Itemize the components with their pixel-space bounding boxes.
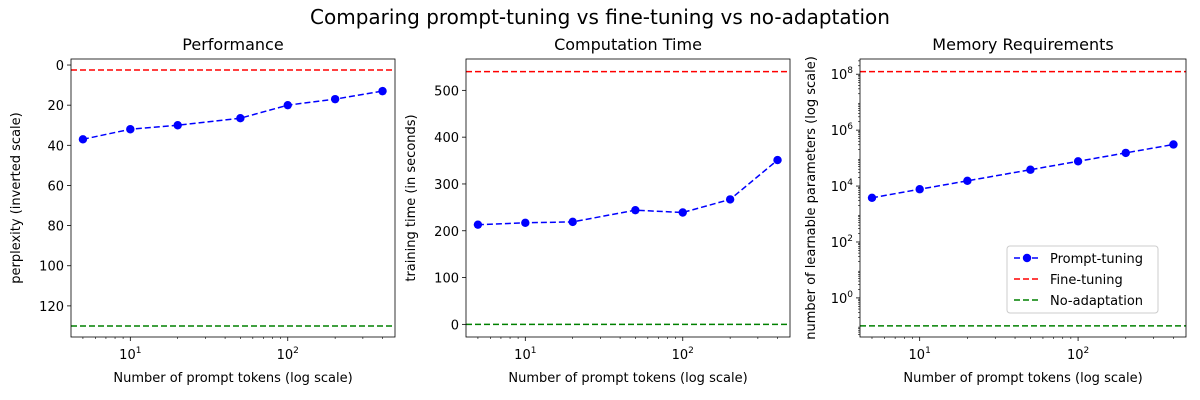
x-tick-label: 102 [277,346,299,363]
y-axis-label: number of learnable parameters (log scal… [804,56,819,340]
prompt-tuning-point [473,220,483,229]
y-tick-label: 40 [47,139,64,154]
panel-2: Computation Time 101 102 0 100 200 300 400 500 Nu… [404,35,791,386]
x-axis-label: Number of prompt tokens (log scale) [113,371,352,386]
x-axis-label: Number of prompt tokens (log scale) [508,371,747,386]
prompt-tuning-point [963,176,972,186]
prompt-tuning-point [725,195,735,204]
prompt-tuning-point [126,125,135,134]
subplots: Performance 101 102 0 20 40 60 80 100 120 Number o… [9,35,1187,386]
prompt-tuning-point [283,100,292,110]
legend-label: No-adaptation [1050,294,1143,309]
prompt-tuning-point [78,135,88,144]
y-tick-label: 80 [47,220,64,235]
y-tick-label: 104 [831,178,854,195]
legend-box [1006,245,1159,314]
axes-frame [859,58,1187,338]
x-tick-label: 101 [514,346,536,363]
prompt-tuning-point [1121,148,1130,158]
y-tick-label: 0 [56,59,64,74]
panel-1: Performance 101 102 0 20 40 60 80 100 120 Number o… [9,35,396,386]
y-tick-label: 106 [831,122,854,139]
y-tick-label: 300 [434,178,459,193]
prompt-tuning-point [773,155,782,165]
legend-label: Fine-tuning [1050,273,1123,288]
y-axis-label: training time (in seconds) [404,114,419,281]
prompt-tuning-point [236,114,245,123]
y-tick-label: 200 [434,225,459,240]
prompt-tuning-point [378,86,387,96]
panel-title: Computation Time [554,35,702,54]
panel-title: Performance [182,35,283,54]
y-tick-label: 0 [451,318,459,333]
legend-marker [1022,253,1032,263]
prompt-tuning-point [330,94,340,104]
legend: Prompt-tuning Fine-tuning No-adaptation [1006,245,1159,314]
y-tick-label: 500 [434,84,459,99]
prompt-tuning-point [521,218,530,228]
prompt-tuning-point [1169,140,1178,149]
prompt-tuning-point [678,208,687,217]
figure-title: Comparing prompt-tuning vs fine-tuning v… [310,5,890,29]
prompt-tuning-point [173,121,182,130]
x-tick-label: 101 [119,346,141,363]
prompt-tuning-point [1026,165,1035,174]
y-tick-label: 400 [434,131,459,146]
x-tick-label: 102 [672,346,694,363]
y-tick-label: 120 [39,300,64,315]
y-tick-label: 100 [831,290,854,307]
prompt-tuning-point [915,185,924,194]
y-tick-label: 102 [831,234,853,251]
prompt-tuning-point [867,193,877,203]
prompt-tuning-point [631,205,640,215]
x-tick-label: 101 [909,346,931,363]
prompt-tuning-point [568,217,577,227]
panel-title: Memory Requirements [932,35,1113,54]
prompt-tuning-line [477,159,779,226]
x-axis-label: Number of prompt tokens (log scale) [903,371,1142,386]
y-axis-label: perplexity (inverted scale) [9,112,24,283]
y-tick-label: 100 [39,260,64,275]
y-tick-label: 108 [831,66,854,83]
x-tick-label: 102 [1067,346,1089,363]
axes-frame [70,58,396,338]
y-tick-label: 20 [47,99,64,114]
prompt-tuning-point [1073,157,1083,166]
y-tick-label: 100 [434,272,459,287]
axes-frame [465,58,791,338]
panel-3: Memory Requirements 101 102 100 102 104 106 108… [804,35,1187,386]
y-tick-label: 60 [47,179,64,194]
legend-label: Prompt-tuning [1050,252,1143,267]
